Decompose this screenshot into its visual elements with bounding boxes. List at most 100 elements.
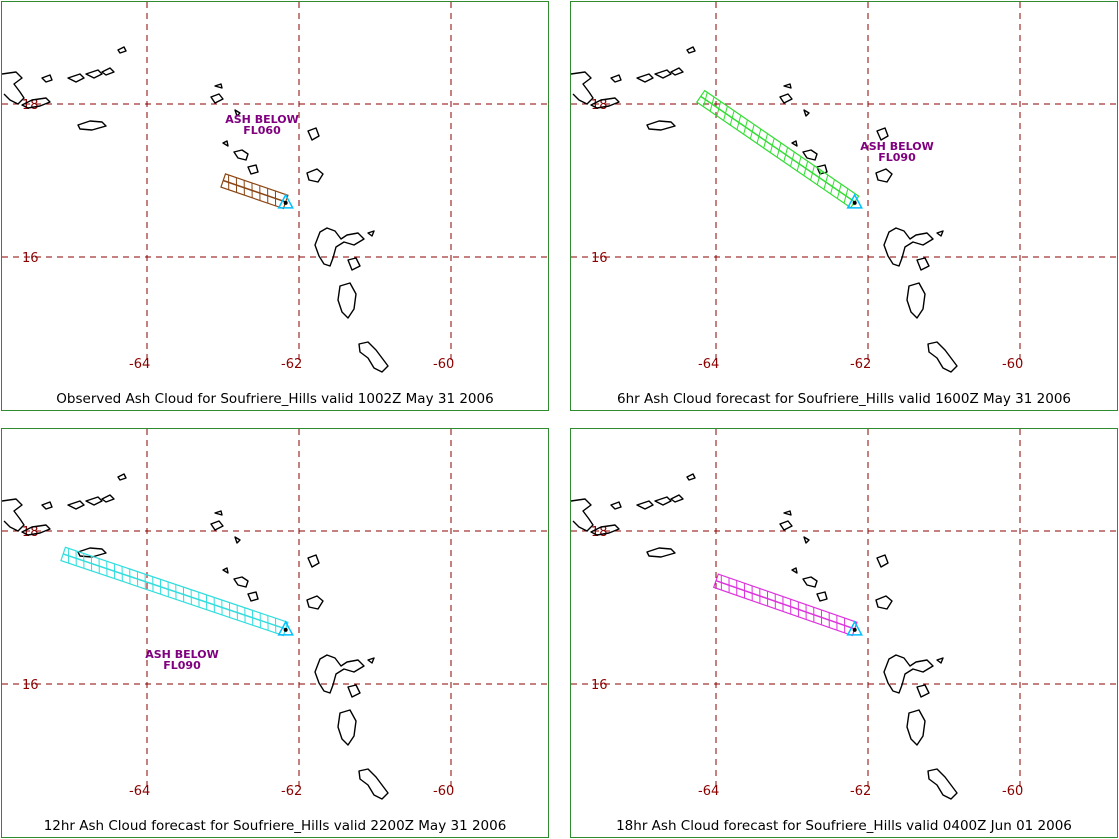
island-outline (670, 67, 684, 76)
lon-tick-label: -64 (698, 784, 719, 799)
plume-hatch (736, 115, 742, 130)
island-outline (883, 227, 934, 267)
lon-tick-label: -60 (1002, 784, 1023, 799)
island-outline (590, 524, 620, 536)
island-outline (21, 524, 51, 536)
lon-tick-label: -60 (433, 784, 454, 799)
island-outline (41, 501, 53, 510)
lat-tick-label: 16 (591, 251, 608, 266)
island-outline (210, 93, 224, 104)
plume-hatch (836, 184, 842, 199)
volcano-dot (283, 627, 288, 632)
island-outline (783, 510, 792, 516)
island-outline (783, 83, 792, 89)
lon-tick-label: -64 (129, 357, 150, 372)
lon-tick-label: -64 (698, 357, 719, 372)
lon-tick-label: -62 (281, 357, 302, 372)
island-outline (101, 494, 115, 503)
island-outline (85, 496, 103, 506)
ash-plume (712, 573, 858, 637)
island-outline (927, 341, 958, 373)
ash-annotation-line2: FL090 (163, 659, 201, 672)
plume-hatch (796, 156, 802, 172)
plume-hatch (810, 165, 815, 181)
island-outline (876, 554, 889, 568)
lon-tick-label: -62 (281, 784, 302, 799)
island-outline (307, 127, 320, 141)
island-outline (101, 67, 115, 76)
island-outline (358, 341, 389, 373)
volcano-dot (852, 627, 857, 632)
island-outline (571, 71, 594, 105)
ash-plume (60, 546, 289, 637)
island-outline (306, 595, 324, 610)
plume-hatch (756, 128, 762, 144)
island-outline (875, 168, 893, 183)
island-outline (636, 500, 654, 510)
island-outline (779, 93, 793, 104)
island-outline (77, 120, 107, 131)
island-outline (337, 282, 357, 319)
ash-annotation-line2: FL060 (243, 124, 281, 137)
island-outline (222, 140, 229, 147)
panel-caption: 12hr Ash Cloud forecast for Soufriere_Hi… (43, 818, 507, 834)
panel-caption: 6hr Ash Cloud forecast for Soufriere_Hil… (616, 391, 1072, 407)
island-outline (314, 654, 365, 694)
plume-hatch (776, 142, 782, 158)
island-outline (802, 149, 818, 161)
island-outline (803, 536, 810, 544)
island-outline (654, 69, 672, 79)
island-outline (347, 257, 361, 271)
plume-axis (715, 580, 855, 630)
island-outline (337, 709, 357, 746)
lat-tick-label: 16 (22, 678, 39, 693)
panel-observed: 18 16 -64 -62 -60 ASH BELOW FL060 Observed Ash… (1, 1, 549, 411)
plume-hatch (743, 119, 748, 135)
island-outline (347, 684, 361, 698)
lon-tick-label: -60 (433, 357, 454, 372)
island-outline (646, 547, 676, 558)
ash-plume (695, 89, 860, 209)
island-outline (876, 127, 889, 141)
island-outline (610, 501, 622, 510)
plume-hatch (790, 151, 795, 167)
island-outline (117, 46, 127, 54)
island-outline (306, 168, 324, 183)
panel-12hr-forecast: 18 16 -64 -62 -60 ASH BELOW FL090 12hr Ash Clo… (1, 428, 549, 838)
lat-lon-grid (2, 2, 548, 362)
ash-plume (220, 173, 289, 210)
island-outline (210, 520, 224, 531)
ash-annotation-line1: ASH BELOW (145, 648, 218, 661)
ash-annotation-line1: ASH BELOW (225, 113, 298, 126)
island-outline (358, 768, 389, 800)
plume-hatch (709, 96, 715, 112)
island-outline (816, 591, 828, 602)
island-outline (214, 83, 223, 89)
island-outline (927, 768, 958, 800)
plume-hatch (843, 188, 849, 204)
island-outline (646, 120, 676, 131)
island-outline (247, 164, 259, 175)
lat-tick-label: 16 (591, 678, 608, 693)
lat-lon-grid (571, 2, 1117, 362)
island-outline (367, 657, 375, 664)
panel-6hr-forecast: 18 16 -64 -62 -60 ASH BELOW FL090 6hr Ash Clou… (570, 1, 1118, 411)
island-outline (916, 257, 930, 271)
lat-tick-label: 18 (22, 525, 39, 540)
volcano-dot (283, 200, 288, 205)
panel-caption: Observed Ash Cloud for Soufriere_Hills v… (56, 391, 494, 407)
island-outline (936, 657, 944, 664)
plume-hatch (703, 92, 708, 107)
island-outline (67, 500, 85, 510)
island-outline (816, 164, 828, 175)
island-outline (875, 595, 893, 610)
ash-annotation-line1: ASH BELOW (860, 140, 933, 153)
island-outline (791, 140, 798, 147)
island-outline (686, 46, 696, 54)
coastlines (571, 473, 958, 800)
plume-hatch (803, 161, 809, 176)
plume-hatch (729, 110, 735, 126)
lat-tick-label: 18 (591, 525, 608, 540)
